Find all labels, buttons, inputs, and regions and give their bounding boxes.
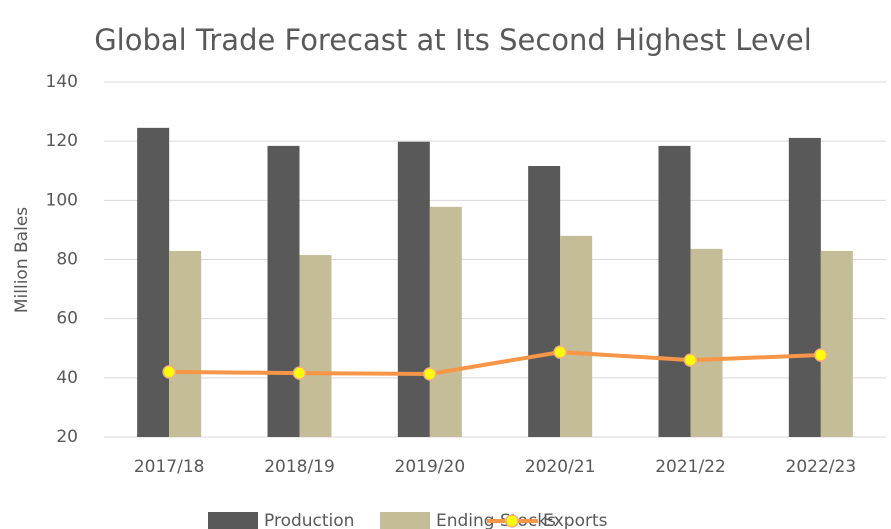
marker	[423, 367, 437, 381]
x-tick-label: 2021/22	[655, 457, 726, 477]
bar	[137, 127, 170, 438]
marker	[814, 348, 828, 362]
line	[169, 350, 821, 376]
legend-label: Exports	[543, 511, 608, 529]
y-tick-label: 40	[56, 368, 78, 388]
marker	[553, 345, 567, 359]
bar	[169, 250, 202, 437]
x-tick-label: 2017/18	[134, 457, 205, 477]
x-tick-label: 2022/23	[786, 457, 857, 477]
legend-label: Production	[264, 511, 354, 529]
bar	[397, 141, 430, 437]
x-tick-label: 2020/21	[525, 457, 596, 477]
x-tick-label: 2019/20	[395, 457, 466, 477]
y-tick-label: 120	[46, 131, 78, 151]
bar	[429, 206, 462, 437]
bar	[658, 145, 691, 437]
y-tick-label: 140	[46, 72, 78, 92]
y-tick-label: 80	[56, 250, 78, 270]
bar	[299, 255, 332, 437]
marker	[162, 365, 176, 379]
legend-swatch	[380, 512, 430, 529]
marker	[292, 366, 307, 380]
y-tick-label: 60	[56, 309, 78, 329]
y-axis-label: Million Bales	[12, 207, 32, 313]
y-tick-label: 100	[46, 190, 78, 210]
bar	[560, 235, 593, 437]
legend-swatch	[208, 512, 258, 529]
y-tick-label: 20	[56, 427, 78, 447]
chart-title: Global Trade Forecast at Its Second High…	[94, 23, 812, 57]
bar	[528, 166, 561, 437]
bar	[788, 137, 821, 437]
bar	[267, 145, 300, 437]
bar	[820, 250, 853, 437]
legend-marker	[505, 514, 519, 528]
marker	[683, 353, 698, 367]
bar	[690, 248, 723, 437]
x-tick-label: 2018/19	[264, 457, 335, 477]
